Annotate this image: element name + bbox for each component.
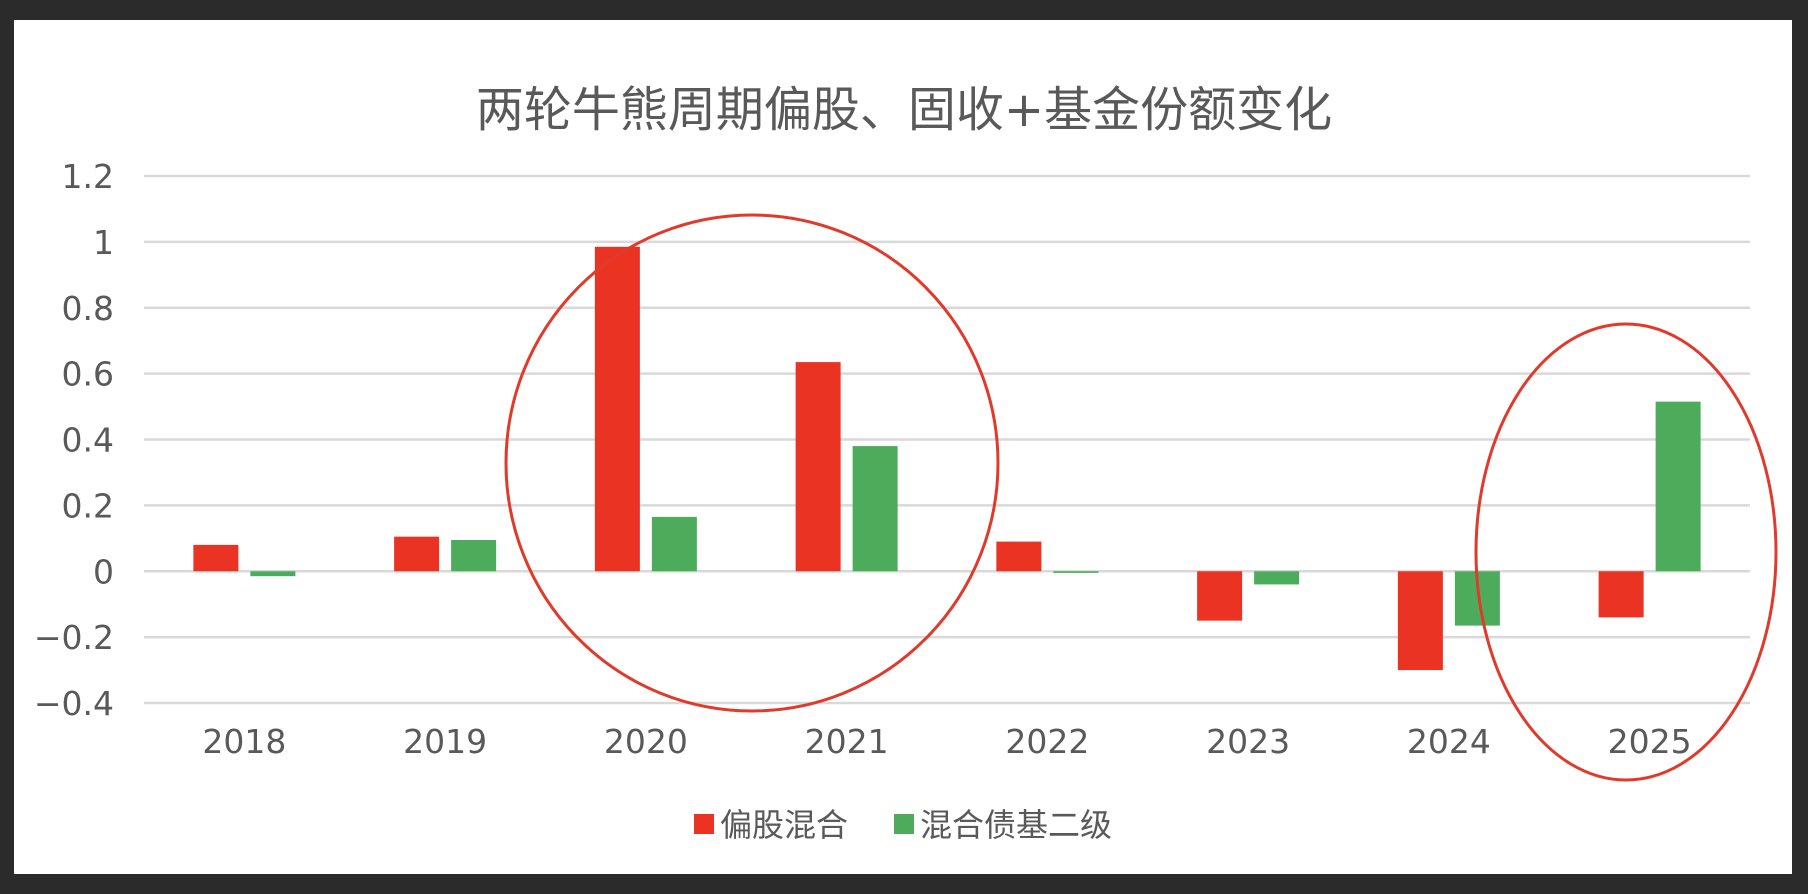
- bar-series-1-2020: [594, 246, 640, 572]
- y-tick-label: 0.6: [62, 355, 114, 394]
- y-tick-label: 1: [93, 223, 114, 262]
- y-tick-label: 1.2: [62, 157, 114, 196]
- x-axis-ticks: 2018 2019 2020 2021 2022 2023 2024 2025: [202, 722, 1691, 761]
- bars: [193, 246, 1701, 671]
- x-tick-label: 2023: [1206, 722, 1290, 761]
- bar-series-2-2019: [451, 539, 497, 572]
- chart-frame: 两轮牛熊周期偏股、固收+基金份额变化 1.2 1 0.8 0.6 0.4 0.2 0 −0.2…: [14, 20, 1792, 874]
- bar-series-2-2020: [651, 516, 697, 572]
- chart-title: 两轮牛熊周期偏股、固收+基金份额变化: [476, 82, 1332, 138]
- x-tick-label: 2024: [1407, 722, 1491, 761]
- bar-chart: 两轮牛熊周期偏股、固收+基金份额变化 1.2 1 0.8 0.6 0.4 0.2 0 −0.2…: [34, 82, 1778, 844]
- y-tick-label: 0.4: [62, 421, 114, 460]
- bar-series-2-2021: [852, 446, 898, 572]
- x-tick-label: 2022: [1005, 722, 1089, 761]
- bar-series-1-2024: [1397, 571, 1443, 671]
- y-tick-label: 0: [93, 552, 114, 591]
- gridlines: [144, 174, 1750, 705]
- y-tick-label: 0.2: [62, 486, 114, 525]
- legend-label-series-2: 混合债基二级: [920, 806, 1112, 844]
- bar-series-2-2025: [1655, 401, 1701, 572]
- y-tick-label: −0.4: [34, 684, 114, 723]
- legend-label-series-1: 偏股混合: [720, 806, 848, 844]
- y-axis-ticks: 1.2 1 0.8 0.6 0.4 0.2 0 −0.2 −0.4: [34, 157, 114, 723]
- bar-series-1-2019: [394, 536, 440, 572]
- bar-series-2-2022: [1053, 571, 1099, 573]
- highlight-ellipse: [504, 213, 1000, 713]
- legend-swatch-series-2: [894, 814, 914, 834]
- x-tick-label: 2025: [1608, 722, 1692, 761]
- x-tick-label: 2020: [604, 722, 688, 761]
- bar-series-2-2018: [250, 571, 296, 577]
- annotations: [504, 213, 1778, 782]
- legend-swatch-series-1: [694, 814, 714, 834]
- x-tick-label: 2021: [805, 722, 889, 761]
- bar-series-1-2021: [795, 362, 841, 572]
- bar-series-1-2023: [1197, 571, 1243, 621]
- x-tick-label: 2019: [403, 722, 487, 761]
- y-tick-label: −0.2: [34, 618, 114, 657]
- legend: 偏股混合 混合债基二级: [694, 806, 1112, 844]
- x-tick-label: 2018: [202, 722, 286, 761]
- bar-series-1-2025: [1598, 571, 1644, 618]
- bar-series-2-2023: [1254, 571, 1300, 585]
- bar-series-1-2018: [193, 544, 239, 572]
- y-tick-label: 0.8: [62, 289, 114, 328]
- highlight-ellipse: [1474, 322, 1778, 782]
- bar-series-1-2022: [996, 541, 1042, 572]
